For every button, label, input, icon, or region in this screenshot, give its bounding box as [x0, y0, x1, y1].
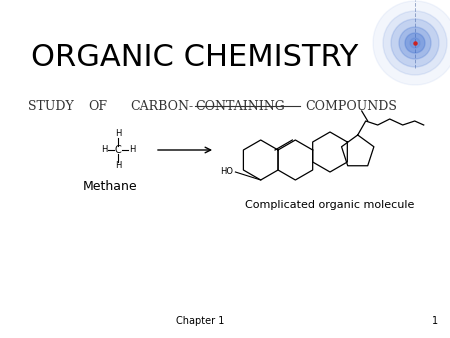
Text: Chapter 1: Chapter 1: [176, 316, 224, 326]
Text: H: H: [129, 145, 135, 154]
Circle shape: [383, 11, 447, 75]
Text: Methane: Methane: [83, 179, 137, 193]
Text: H: H: [115, 129, 121, 139]
Text: H: H: [115, 162, 121, 170]
Text: 1: 1: [432, 316, 438, 326]
Text: CARBON-: CARBON-: [130, 99, 193, 113]
Circle shape: [373, 1, 450, 85]
Circle shape: [405, 33, 425, 53]
Text: HO: HO: [220, 168, 234, 176]
Text: H: H: [101, 145, 107, 154]
Text: Complicated organic molecule: Complicated organic molecule: [245, 200, 415, 210]
Text: STUDY: STUDY: [28, 99, 74, 113]
Circle shape: [410, 38, 420, 48]
Text: ORGANIC CHEMISTRY: ORGANIC CHEMISTRY: [32, 44, 359, 72]
Text: C: C: [115, 145, 122, 155]
Circle shape: [399, 27, 431, 59]
Circle shape: [391, 19, 439, 67]
Text: CONTAINING: CONTAINING: [195, 99, 285, 113]
Text: OF: OF: [88, 99, 107, 113]
Text: COMPOUNDS: COMPOUNDS: [305, 99, 397, 113]
